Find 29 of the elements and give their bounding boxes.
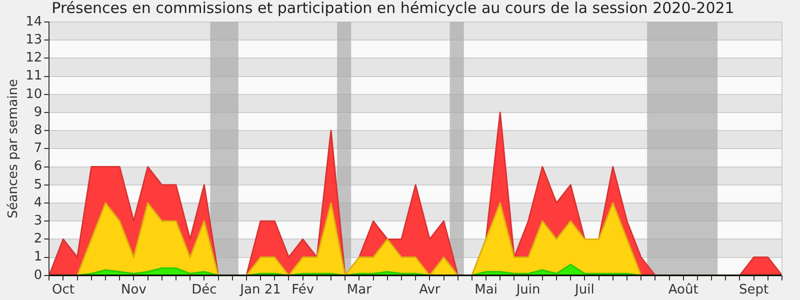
x-tick-label: Oct — [52, 282, 74, 298]
x-tick-label: Août — [668, 282, 698, 298]
y-tick-label: 5 — [34, 177, 42, 192]
x-tick-label: Sept — [739, 282, 769, 298]
x-tick-label: Avr — [419, 282, 441, 298]
x-tick-label: Mai — [474, 282, 498, 298]
y-tick-label: 10 — [26, 86, 42, 102]
x-tick-label: Mar — [346, 282, 372, 298]
y-tick-label: 11 — [26, 68, 42, 84]
x-tick-label: Déc — [192, 282, 217, 298]
y-axis-title: Séances par semaine — [6, 78, 22, 218]
y-tick-label: 6 — [34, 159, 42, 174]
y-tick-label: 9 — [34, 104, 42, 120]
y-tick-label: 2 — [34, 232, 42, 247]
y-tick-label: 1 — [34, 250, 42, 265]
y-tick-label: 14 — [26, 14, 42, 30]
x-tick-label: Nov — [121, 282, 147, 298]
y-tick-label: 3 — [34, 213, 42, 228]
y-tick-label: 7 — [34, 141, 42, 156]
y-tick-label: 13 — [26, 32, 42, 48]
x-tick-label: Jan 21 — [239, 282, 281, 298]
x-tick-label: Juin — [515, 282, 540, 298]
y-tick-label: 4 — [34, 195, 42, 210]
y-tick-label: 12 — [26, 50, 42, 66]
y-tick-label: 0 — [34, 268, 42, 283]
x-tick-label: Juil — [574, 282, 594, 298]
x-tick-label: Fév — [292, 282, 314, 298]
chart-title: Présences en commissions et participation en hémicycle au cours de la session 2020-2021 — [52, 0, 734, 17]
y-tick-label: 8 — [34, 122, 42, 138]
